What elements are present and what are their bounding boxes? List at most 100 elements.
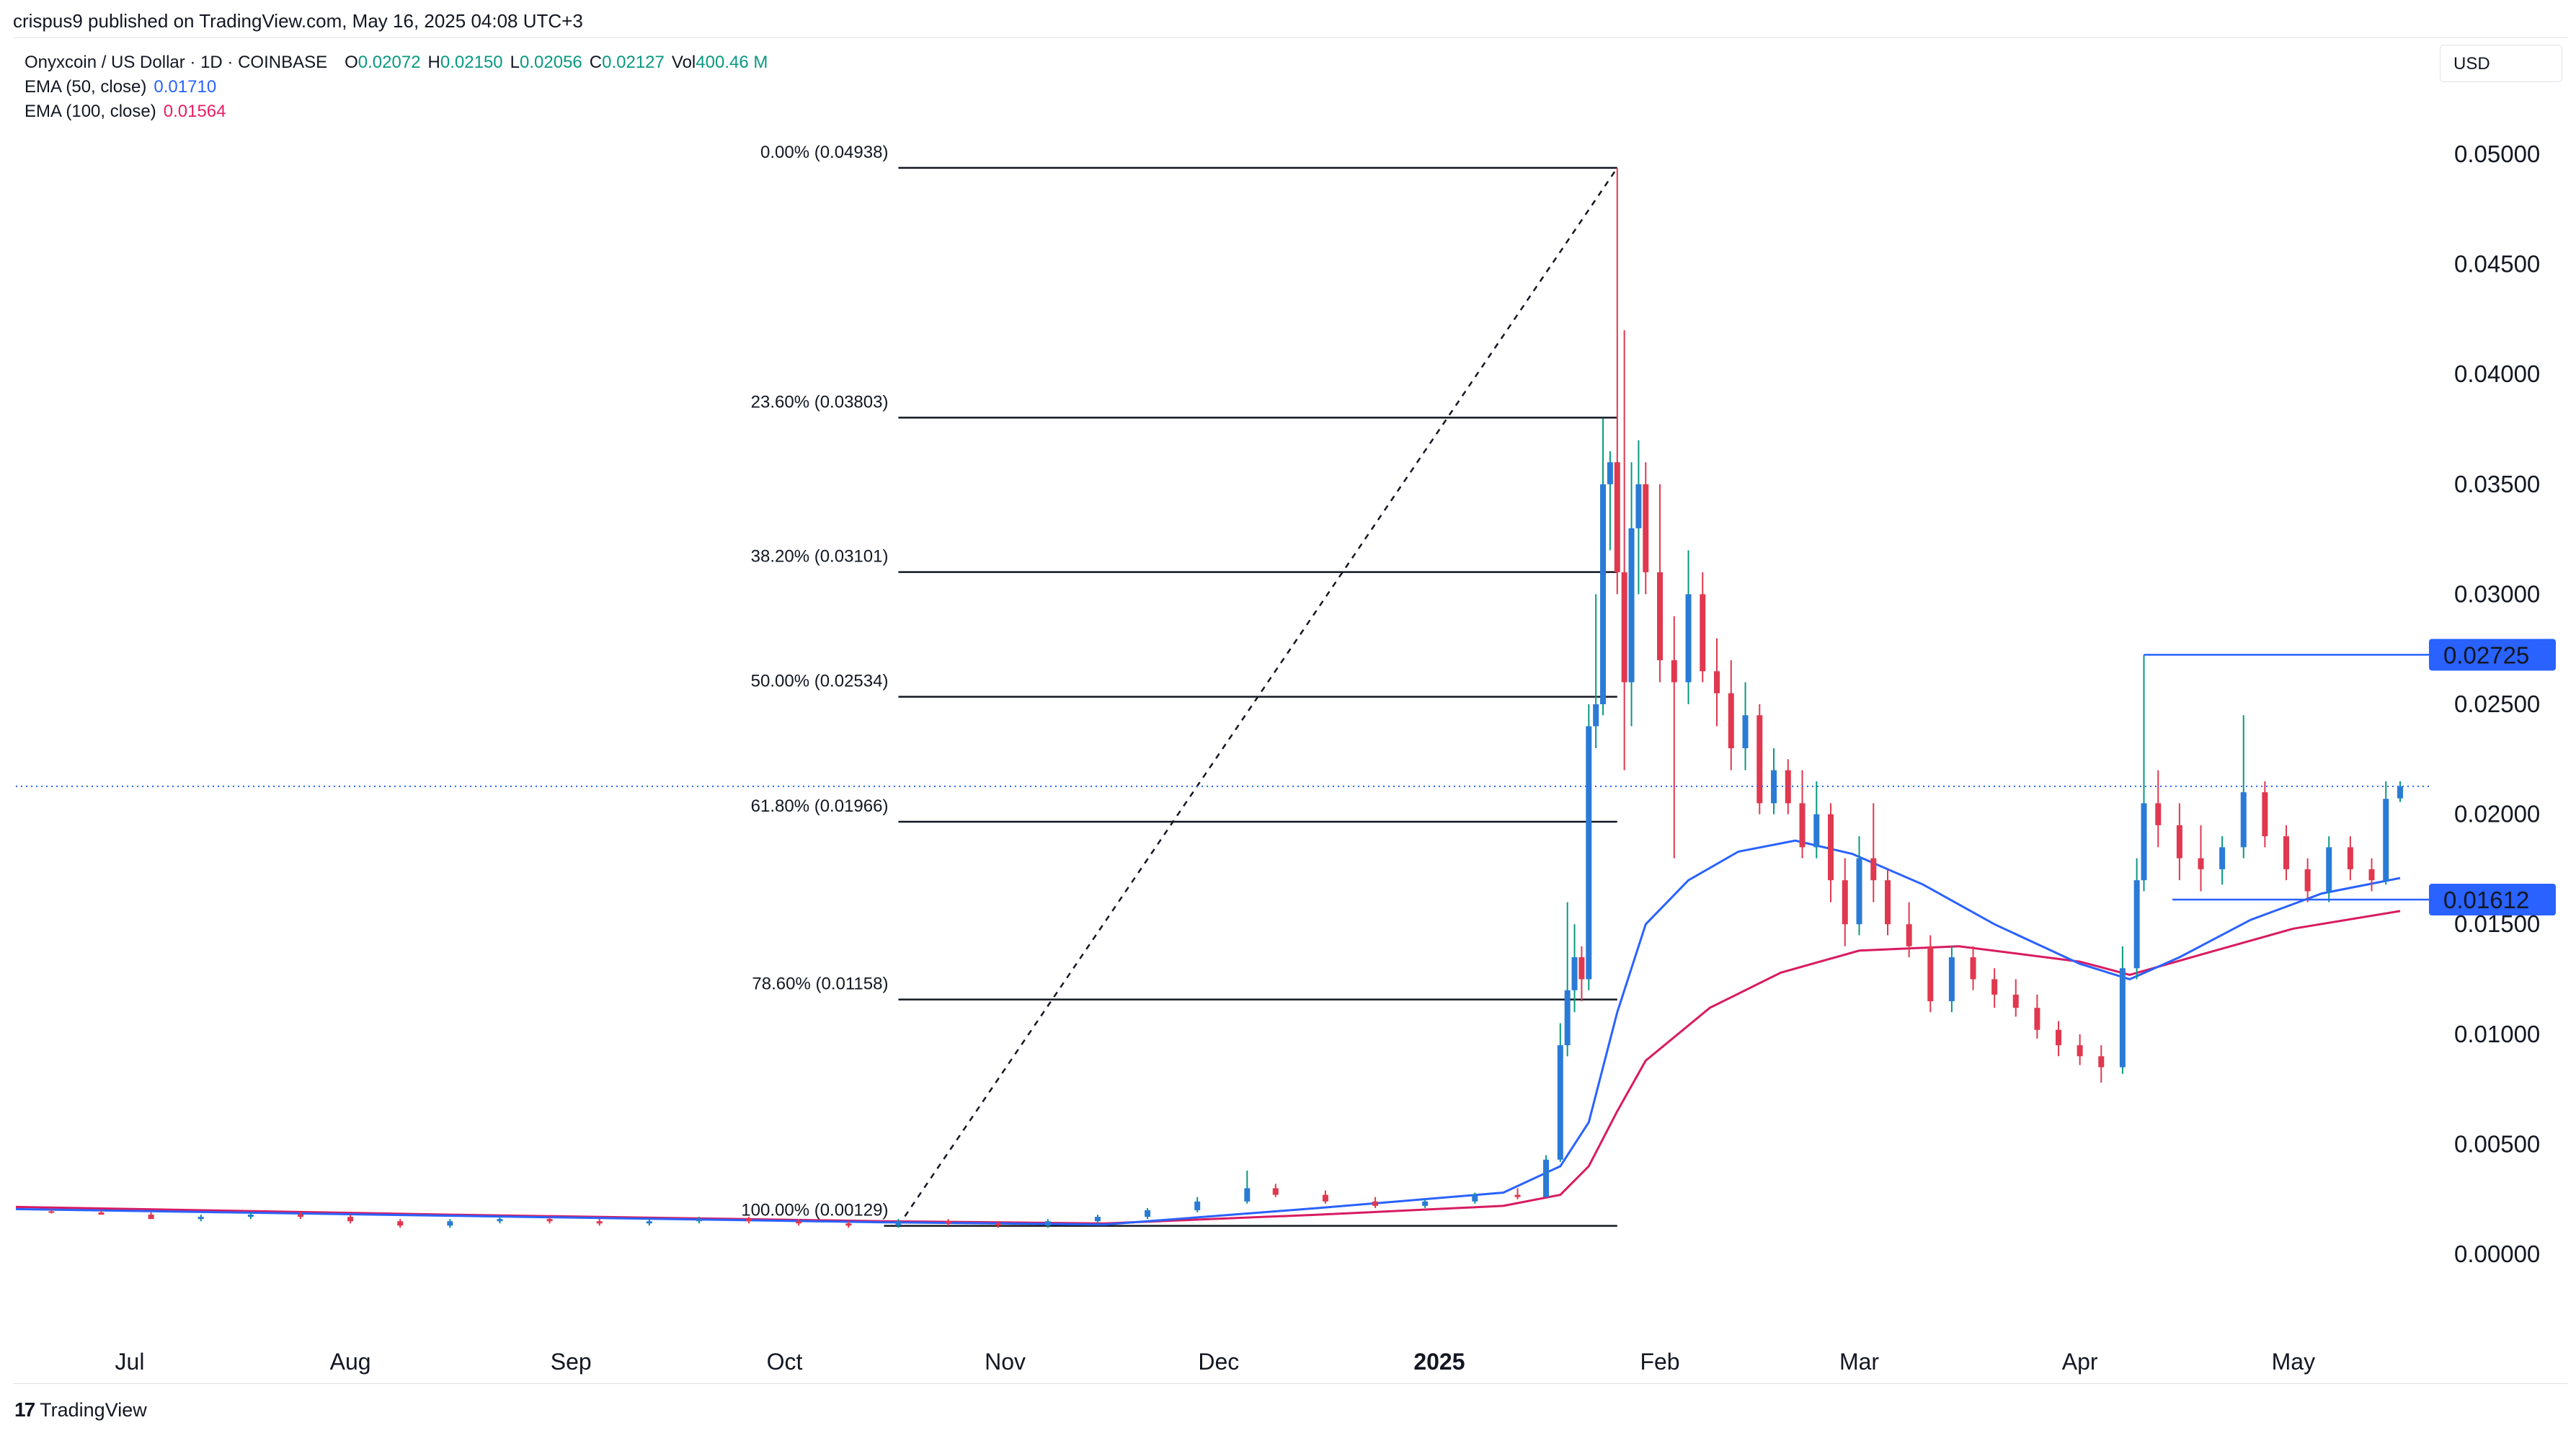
candle-body — [247, 1215, 254, 1217]
candle-body — [1145, 1210, 1151, 1217]
candle — [995, 1221, 1001, 1228]
candle-body — [796, 1221, 802, 1224]
candle — [148, 1212, 154, 1220]
candle-body — [1422, 1201, 1429, 1206]
candle-body — [1094, 1217, 1101, 1222]
candle — [1927, 935, 1934, 1013]
candle-body — [696, 1219, 702, 1222]
tradingview-logo[interactable]: 17 TradingView — [14, 1398, 147, 1421]
candle-body — [1856, 858, 1862, 925]
time-tick-label: 2025 — [1413, 1349, 1465, 1375]
candle — [1514, 1188, 1521, 1199]
candle-body — [1728, 693, 1734, 749]
legend-ema50-row[interactable]: EMA (50, close) 0.01710 — [25, 75, 768, 99]
candle — [2056, 1021, 2062, 1057]
candle-body — [2176, 825, 2182, 859]
candle-body — [1771, 770, 1777, 804]
symbol-title[interactable]: Onyxcoin / US Dollar · 1D · COINBASE — [25, 53, 328, 72]
candle-body — [1372, 1201, 1379, 1206]
candle-body — [1685, 594, 1692, 683]
candle-body — [1756, 715, 1763, 804]
candle-body — [1828, 814, 1834, 881]
candle-body — [1671, 660, 1677, 683]
candle-body — [1621, 572, 1627, 683]
fib-level-label: 38.20% (0.03101) — [751, 547, 889, 567]
candle-body — [1600, 484, 1607, 704]
candle-body — [1700, 594, 1706, 672]
candle — [197, 1215, 204, 1222]
candle — [1564, 902, 1571, 1057]
ema-lines — [15, 839, 2401, 1226]
candle-body — [2397, 786, 2403, 799]
candle-body — [1970, 957, 1976, 980]
candle — [1194, 1197, 1201, 1213]
candle — [1728, 660, 1734, 771]
candle-body — [1906, 924, 1912, 946]
price-tick-label: 0.01000 — [2454, 1021, 2540, 1047]
candle-body — [1657, 572, 1664, 660]
candle — [1756, 704, 1763, 815]
candle — [2347, 836, 2353, 881]
candle-body — [1514, 1194, 1521, 1197]
candle — [1657, 484, 1664, 683]
candle — [1635, 440, 1642, 595]
legend-ema100-row[interactable]: EMA (100, close) 0.01564 — [25, 99, 768, 124]
candle — [2098, 1045, 2105, 1083]
candle-body — [148, 1215, 154, 1220]
candle-body — [2155, 803, 2162, 825]
candles — [48, 167, 2403, 1228]
candle — [447, 1219, 453, 1228]
candle-body — [1628, 528, 1635, 683]
candle — [1991, 968, 1998, 1008]
price-tick-label: 0.02000 — [2454, 801, 2540, 828]
chart-frame — [13, 37, 2568, 1384]
candle — [1600, 418, 1607, 716]
candle — [1842, 858, 1848, 946]
candle-body — [347, 1217, 354, 1222]
candle-body — [2198, 858, 2204, 869]
candle-body — [2219, 847, 2226, 869]
candle — [2012, 979, 2019, 1017]
candle-body — [1885, 880, 1891, 925]
legend-symbol-row: Onyxcoin / US Dollar · 1D · COINBASE O 0.… — [25, 50, 768, 75]
candle — [1607, 451, 1613, 551]
currency-selector[interactable]: USD — [2440, 45, 2562, 82]
candle — [2219, 836, 2226, 885]
candle-body — [2034, 1008, 2040, 1030]
candle-body — [945, 1221, 951, 1224]
fib-level-label: 50.00% (0.02534) — [751, 672, 889, 691]
candle-body — [546, 1219, 553, 1222]
fib-level-label: 78.60% (0.01158) — [752, 975, 888, 994]
candle — [1571, 924, 1578, 1013]
fib-level-label: 61.80% (0.01966) — [751, 797, 889, 816]
candle-body — [2012, 994, 2019, 1008]
candle-body — [2262, 792, 2268, 837]
price-axis[interactable]: 0.00000 0.00500 0.01000 0.01500 0.02000 0.025… — [2454, 141, 2540, 1267]
candle — [1685, 550, 1692, 704]
time-axis[interactable]: Jul Aug Sep Oct Nov Dec 2025 Feb Mar Apr May — [115, 1349, 2316, 1375]
time-tick-label: Oct — [767, 1349, 803, 1375]
candle-body — [2383, 799, 2389, 881]
candle-body — [1272, 1188, 1279, 1195]
price-marker-label: 0.02725 — [2443, 642, 2529, 668]
price-marker-badge — [2429, 639, 2556, 671]
volume-label: Vol — [671, 53, 696, 72]
price-tick-label: 0.02500 — [2454, 691, 2540, 717]
ohlc-open-label: O — [345, 53, 358, 72]
price-tick-label: 0.00500 — [2454, 1130, 2540, 1157]
candle-body — [1571, 957, 1578, 990]
candle — [1557, 1023, 1563, 1162]
ohlc-high-label: H — [427, 53, 440, 72]
candle-body — [197, 1217, 204, 1220]
fibonacci-retracement[interactable]: 0.00% (0.04938) 23.60% (0.03803) 38.20% (0… — [741, 143, 1618, 1227]
candle-body — [895, 1221, 902, 1226]
candle — [1742, 682, 1749, 771]
candle-body — [2304, 869, 2311, 892]
candle-body — [596, 1221, 603, 1224]
candle — [1272, 1184, 1279, 1197]
price-markers: 0.02725 0.01612 — [16, 639, 2556, 916]
ema50-line — [15, 839, 2401, 1226]
candle — [2034, 994, 2040, 1039]
candle — [247, 1212, 254, 1220]
